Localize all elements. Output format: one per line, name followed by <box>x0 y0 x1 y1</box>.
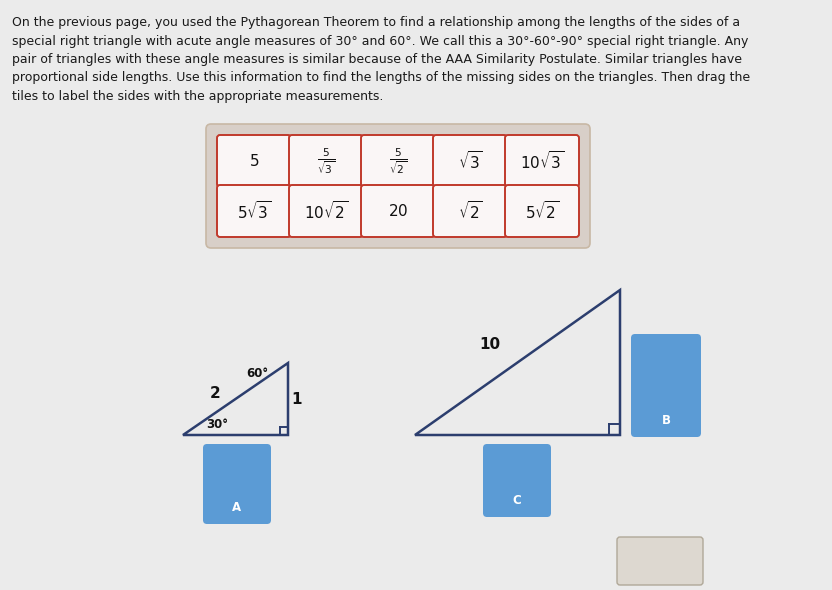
Text: $10\sqrt{2}$: $10\sqrt{2}$ <box>304 200 348 222</box>
FancyBboxPatch shape <box>203 444 271 524</box>
Text: $\sqrt{2}$: $\sqrt{2}$ <box>458 200 483 222</box>
Text: $5\sqrt{3}$: $5\sqrt{3}$ <box>236 200 271 222</box>
Text: On the previous page, you used the Pythagorean Theorem to find a relationship am: On the previous page, you used the Pytha… <box>12 16 740 29</box>
Text: $20$: $20$ <box>388 203 409 219</box>
Text: $10\sqrt{3}$: $10\sqrt{3}$ <box>520 150 564 172</box>
Text: $5$: $5$ <box>249 153 259 169</box>
FancyBboxPatch shape <box>433 185 507 237</box>
FancyBboxPatch shape <box>217 135 291 187</box>
Text: special right triangle with acute angle measures of 30° and 60°. We call this a : special right triangle with acute angle … <box>12 34 748 48</box>
Text: tiles to label the sides with the appropriate measurements.: tiles to label the sides with the approp… <box>12 90 384 103</box>
Text: $5\sqrt{2}$: $5\sqrt{2}$ <box>525 200 559 222</box>
Text: 30°: 30° <box>206 418 228 431</box>
FancyBboxPatch shape <box>289 185 363 237</box>
Text: proportional side lengths. Use this information to find the lengths of the missi: proportional side lengths. Use this info… <box>12 71 750 84</box>
FancyBboxPatch shape <box>433 135 507 187</box>
FancyBboxPatch shape <box>505 135 579 187</box>
Text: 60°: 60° <box>246 367 268 380</box>
Text: $\frac{5}{\sqrt{2}}$: $\frac{5}{\sqrt{2}}$ <box>389 146 407 175</box>
Text: A: A <box>232 501 241 514</box>
FancyBboxPatch shape <box>505 185 579 237</box>
FancyBboxPatch shape <box>361 135 435 187</box>
Text: B: B <box>661 414 671 427</box>
Text: C: C <box>513 494 522 507</box>
Text: $\frac{5}{\sqrt{3}}$: $\frac{5}{\sqrt{3}}$ <box>317 146 335 175</box>
FancyBboxPatch shape <box>631 334 701 437</box>
FancyBboxPatch shape <box>617 537 703 585</box>
FancyBboxPatch shape <box>361 185 435 237</box>
Text: $\sqrt{3}$: $\sqrt{3}$ <box>458 150 483 172</box>
FancyBboxPatch shape <box>289 135 363 187</box>
FancyBboxPatch shape <box>483 444 551 517</box>
Text: 1: 1 <box>292 392 302 407</box>
Text: pair of triangles with these angle measures is similar because of the AAA Simila: pair of triangles with these angle measu… <box>12 53 742 66</box>
Text: 2: 2 <box>210 386 220 402</box>
FancyBboxPatch shape <box>206 124 590 248</box>
FancyBboxPatch shape <box>217 185 291 237</box>
Text: 10: 10 <box>479 337 500 352</box>
